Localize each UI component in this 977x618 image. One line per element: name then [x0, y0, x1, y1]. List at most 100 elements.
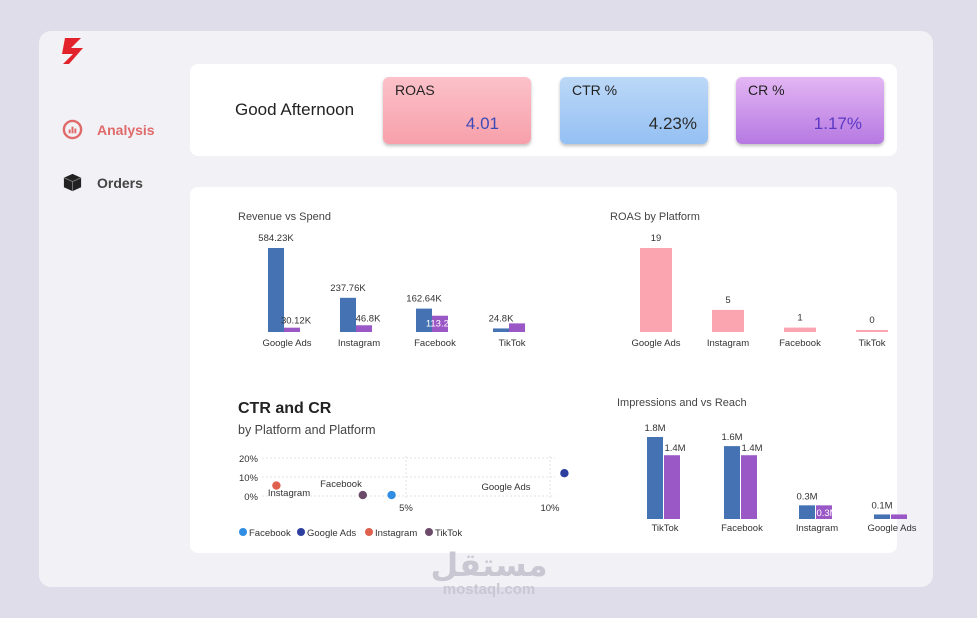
data-label-roas: 5	[725, 295, 730, 306]
kpi-value: 4.23%	[648, 114, 697, 133]
x-tick-label: Google Ads	[262, 338, 311, 349]
data-label-roas: 1	[797, 313, 802, 324]
data-label-impressions: 1.8M	[644, 423, 665, 434]
y-tick-label: 20%	[239, 454, 259, 465]
sidebar-item-orders[interactable]: Orders	[62, 172, 143, 193]
scatter-point	[272, 481, 281, 490]
watermark-arabic: مستقل	[430, 546, 548, 584]
header-panel: Good Afternoon ROAS 4.01 CTR % 4.23% CR …	[190, 64, 897, 156]
data-label-impressions: 0.3M	[796, 491, 817, 502]
x-tick-label: Facebook	[414, 338, 456, 349]
point-label: Facebook	[320, 479, 362, 490]
kpi-label: ROAS	[395, 82, 435, 98]
x-tick-label: Facebook	[721, 523, 763, 534]
legend-marker	[425, 528, 433, 536]
charts-panel	[190, 187, 897, 553]
data-label-roas: 0	[869, 315, 874, 326]
sidebar-item-analysis[interactable]: Analysis	[62, 119, 155, 140]
sidebar-item-label: Analysis	[97, 121, 155, 138]
bar-roas	[640, 248, 672, 332]
x-tick-label: Google Ads	[867, 523, 916, 534]
sidebar-item-label: Orders	[97, 174, 143, 191]
bar-reach	[816, 505, 832, 519]
data-label-impressions: 1.6M	[721, 432, 742, 443]
chart-subtitle-ctr-cr: by Platform and Platform	[238, 423, 376, 437]
x-tick-label: TikTok	[498, 338, 525, 349]
data-label-spend: 30.12K	[281, 316, 312, 327]
bar-revenue	[340, 297, 356, 332]
data-label-revenue: 237.76K	[330, 283, 366, 294]
chart-title-impressions-reach: Impressions and vs Reach	[617, 397, 747, 409]
point-label: Google Ads	[481, 482, 530, 493]
y-tick-label: 10%	[239, 473, 259, 484]
chart-ctr-cr[interactable]: 0% 10% 20% 5% 10% Facebook Google Ads Instagram…	[239, 454, 569, 539]
data-label-revenue: 162.64K	[406, 294, 442, 305]
legend-marker	[239, 528, 247, 536]
data-label-revenue: 24.8K	[489, 313, 514, 324]
data-label-reach: 1.4M	[664, 443, 685, 454]
kpi-label: CTR %	[572, 82, 618, 98]
analytics-icon	[62, 119, 83, 140]
watermark: مستقل mostaql.com	[429, 548, 549, 598]
data-label-spend: 113.25	[426, 319, 454, 330]
chart-impressions-reach[interactable]: 1.8M1.4MTikTok1.6M1.4MFacebook0.3M0.3MIn…	[644, 423, 916, 534]
bar-revenue	[493, 328, 509, 332]
bar-roas	[856, 330, 888, 332]
legend-label: Google Ads	[307, 528, 356, 539]
x-tick-label: 5%	[399, 503, 413, 514]
y-tick-label: 0%	[244, 492, 258, 503]
chart-title-roas-platform: ROAS by Platform	[610, 211, 700, 223]
x-tick-label: Instagram	[707, 338, 749, 349]
greeting-text: Good Afternoon	[235, 100, 355, 119]
legend-marker	[365, 528, 373, 536]
point-label: Instagram	[268, 488, 310, 499]
watermark-latin: mostaql.com	[442, 581, 536, 598]
x-tick-label: TikTok	[858, 338, 885, 349]
data-label-roas: 19	[651, 233, 662, 244]
x-tick-label: 10%	[540, 503, 560, 514]
chart-title-revenue-spend: Revenue vs Spend	[238, 211, 331, 223]
bar-spend	[356, 325, 372, 332]
data-label-spend: 46.8K	[356, 313, 381, 324]
bar-revenue	[268, 248, 284, 332]
legend-label: Facebook	[249, 528, 291, 539]
bar-reach	[891, 514, 907, 519]
chart-roas-platform[interactable]: 19 Google Ads 5 Instagram 1 Facebook 0 TikTok	[631, 233, 888, 349]
bar-impressions	[799, 505, 815, 519]
chart-title-ctr-cr: CTR and CR	[238, 400, 332, 417]
kpi-card-roas[interactable]: ROAS 4.01	[383, 77, 531, 144]
data-label-impressions: 0.1M	[871, 500, 892, 511]
x-tick-label: Facebook	[779, 338, 821, 349]
scatter-point	[560, 469, 569, 478]
box-icon	[63, 173, 82, 192]
x-tick-label: Instagram	[796, 523, 838, 534]
bar-impressions	[724, 446, 740, 519]
scatter-point	[387, 490, 396, 500]
bar-reach	[741, 455, 757, 519]
data-label-reach: 0.3M	[816, 508, 837, 519]
bar-impressions	[647, 437, 663, 519]
kpi-card-ctr[interactable]: CTR % 4.23%	[560, 77, 708, 144]
bar-spend	[284, 327, 300, 332]
chart-revenue-spend[interactable]: 584.23K 30.12K Google Ads 237.76K 46.8K Insta…	[258, 233, 525, 349]
legend-marker	[297, 528, 305, 536]
kpi-value: 1.17%	[813, 114, 862, 133]
bar-revenue	[416, 308, 432, 332]
bar-spend	[509, 323, 525, 332]
bar-roas	[712, 309, 744, 332]
bar-spend	[432, 315, 448, 332]
brand-logo	[62, 38, 83, 64]
x-tick-label: TikTok	[651, 523, 678, 534]
data-label-reach: 1.4M	[741, 443, 762, 454]
bar-impressions	[874, 514, 890, 519]
x-tick-label: Google Ads	[631, 338, 680, 349]
kpi-card-cr[interactable]: CR % 1.17%	[736, 77, 884, 144]
legend-label: Instagram	[375, 528, 417, 539]
bar-roas	[784, 327, 816, 332]
kpi-label: CR %	[748, 82, 785, 98]
data-label-revenue: 584.23K	[258, 233, 294, 244]
kpi-value: 4.01	[465, 114, 499, 133]
x-tick-label: Instagram	[338, 338, 380, 349]
scatter-point	[358, 490, 367, 500]
